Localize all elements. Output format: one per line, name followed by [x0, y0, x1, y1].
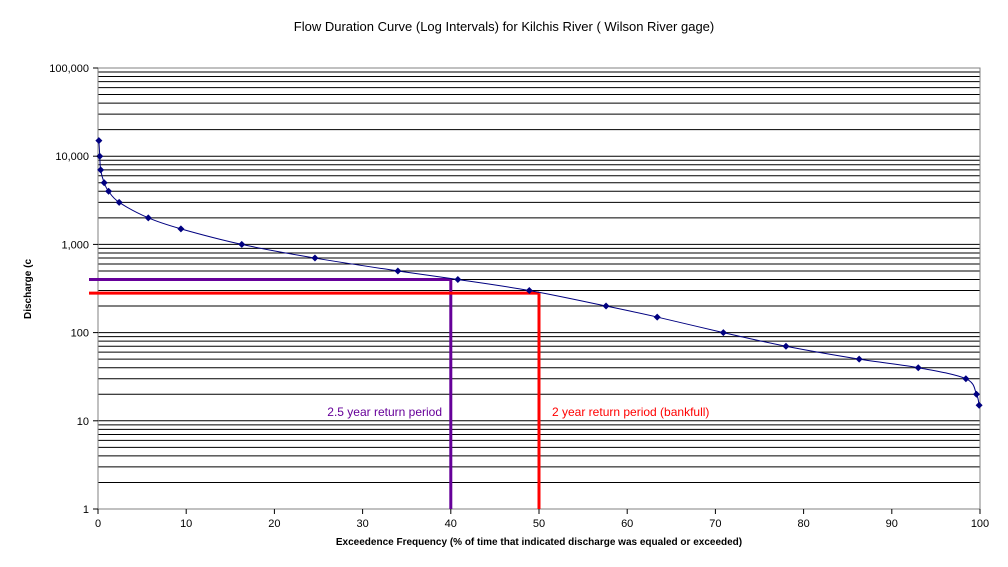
data-point — [96, 152, 104, 160]
chart-title: Flow Duration Curve (Log Intervals) for … — [294, 19, 714, 34]
x-tick-label: 90 — [886, 518, 898, 530]
data-point — [394, 267, 402, 275]
data-point — [653, 313, 661, 321]
series-line — [98, 140, 980, 406]
data-point — [100, 179, 108, 187]
y-tick-label: 1,000 — [61, 239, 89, 251]
return-period-label: 2 year return period (bankfull) — [552, 405, 709, 419]
y-tick-label: 10 — [77, 416, 89, 428]
data-point — [97, 166, 105, 174]
data-point — [454, 275, 462, 283]
tick-labels: 0 10 20 30 40 50 60 70 80 90 1001101001,00010,0001… — [49, 63, 989, 530]
reference-lines: 2.5 year return period 2 year return peri… — [89, 277, 709, 509]
data-point — [95, 137, 103, 145]
data-series — [95, 137, 983, 409]
data-point — [975, 401, 983, 409]
y-axis-label: Discharge (c — [23, 259, 34, 319]
x-tick-label: 10 — [180, 518, 192, 530]
data-point — [962, 375, 970, 383]
x-axis-label: Exceedence Frequency (% of time that ind… — [336, 537, 742, 548]
x-tick-label: 50 — [533, 518, 545, 530]
x-tick-label: 40 — [445, 518, 457, 530]
data-point — [115, 198, 123, 206]
y-tick-label: 100,000 — [49, 63, 89, 75]
data-point — [105, 187, 113, 195]
data-point — [177, 225, 185, 233]
data-point — [719, 329, 727, 337]
data-point — [972, 390, 980, 398]
x-tick-label: 70 — [709, 518, 721, 530]
x-tick-label: 30 — [356, 518, 368, 530]
x-tick-label: 100 — [971, 518, 989, 530]
y-tick-label: 1 — [83, 504, 89, 516]
x-tick-label: 20 — [268, 518, 280, 530]
y-tick-label: 10,000 — [55, 151, 89, 163]
data-point — [602, 302, 610, 310]
x-tick-label: 60 — [621, 518, 633, 530]
x-tick-label: 80 — [797, 518, 809, 530]
return-period-label: 2.5 year return period — [327, 405, 442, 419]
data-point — [525, 287, 533, 295]
data-point — [782, 342, 790, 350]
data-point — [238, 240, 246, 248]
data-point — [914, 364, 922, 372]
data-point — [311, 254, 319, 262]
x-tick-label: 0 — [95, 518, 101, 530]
data-point — [855, 355, 863, 363]
y-tick-label: 100 — [71, 328, 89, 340]
data-point — [144, 214, 152, 222]
